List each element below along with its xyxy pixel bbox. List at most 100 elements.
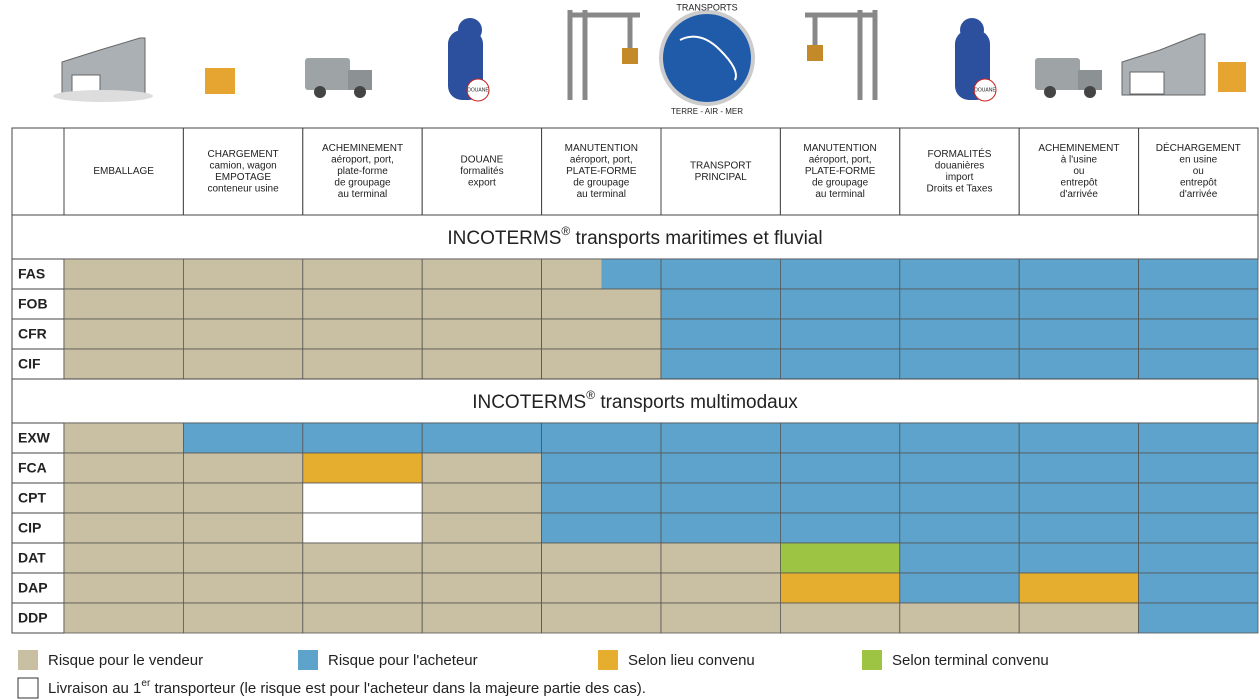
risk-cell [302,423,423,453]
legend-swatch [598,650,618,670]
risk-cell [1138,259,1258,289]
risk-cell [422,259,542,289]
risk-cell [541,453,661,483]
risk-cell [661,319,781,349]
header-text: EMPOTAGE [215,172,271,183]
risk-cell [541,603,661,633]
legend-label: Livraison au 1er transporteur (le risque… [48,678,646,697]
text-part: transports maritimes et fluvial [570,228,822,249]
header-cell [541,127,662,216]
risk-cell [899,319,1020,349]
risk-cell [541,349,661,379]
risk-cell [1019,543,1139,573]
header-text: aéroport, port, [570,155,633,166]
header-text: ACHEMINEMENT [1038,143,1119,154]
row-code: CFR [18,326,47,342]
risk-cell [780,603,900,633]
risk-cell [899,423,1020,453]
header-text: camion, wagon [209,160,276,171]
risk-cell [780,349,900,379]
customs-officer-icon: DOUANE [955,18,997,102]
header-text: TRANSPORT [690,160,752,171]
risk-cell [541,543,661,573]
risk-cell [780,483,900,513]
risk-cell [899,603,1020,633]
risk-cell [1019,603,1139,633]
row-code: DAP [18,580,48,596]
risk-cell [899,513,1020,543]
risk-cell [661,289,781,319]
header-text: aéroport, port, [331,155,394,166]
risk-cell [541,423,661,453]
risk-cell [541,259,602,289]
risk-cell [1019,483,1139,513]
text-part: ® [586,388,595,402]
globe-icon: TRANSPORTS TERRE - AIR - MER [659,2,755,116]
text-part: Selon lieu convenu [628,652,755,669]
risk-cell [1138,453,1258,483]
risk-cell [422,483,542,513]
risk-cell [1138,573,1258,603]
icons: DOUANE TRANSPORTS TERRE - AIR - MER DOUA… [53,2,1246,116]
customs-officer-icon: DOUANE [448,18,490,102]
row-code: DDP [18,610,48,626]
risk-cell [541,319,661,349]
risk-cell [780,543,900,573]
risk-cell [541,573,661,603]
header-text: PLATE-FORME [566,166,637,177]
row-code: CPT [18,490,46,506]
risk-cell [661,349,781,379]
risk-cell [183,453,303,483]
row-code: DAT [18,550,46,566]
risk-cell [183,349,303,379]
text-part: INCOTERMS [447,228,561,249]
text-part: ® [561,224,570,238]
code-cell [11,542,65,574]
header-code-cell [11,127,65,216]
legend-label: Risque pour l'acheteur [328,652,478,669]
customs-label: DOUANE [467,87,489,93]
risk-cell [899,543,1020,573]
legend-label: Selon lieu convenu [628,652,755,669]
header-text: de groupage [334,178,391,189]
header-text: au terminal [815,189,864,200]
risk-cell [422,603,542,633]
risk-cell [899,289,1020,319]
risk-cell [1138,349,1258,379]
header-text: import [946,172,974,183]
risk-cell [1138,319,1258,349]
header-text: PLATE-FORME [805,166,876,177]
truck-icon [305,58,372,98]
risk-cell [422,349,542,379]
legend-swatch [862,650,882,670]
box-icon [205,68,235,94]
risk-cell [1019,453,1139,483]
risk-cell [899,573,1020,603]
code-cell [11,602,65,634]
header-text: de groupage [573,178,630,189]
risk-cell [302,573,423,603]
risk-cell [780,319,900,349]
header-text: DOUANE [461,155,504,166]
customs-label: DOUANE [974,87,996,93]
header-text: FORMALITÉS [928,147,992,160]
row-code: FOB [18,296,48,312]
header-text: export [468,178,496,189]
risk-cell [422,453,542,483]
legend-swatch [17,677,39,699]
risk-cell [64,513,184,543]
risk-cell [302,259,423,289]
header-text: à l'usine [1061,155,1098,166]
risk-cell [899,453,1020,483]
header-text: entrepôt [1180,178,1217,189]
crane-icon [805,10,878,100]
header-text: ou [1193,166,1204,177]
risk-cell [780,289,900,319]
header-cell [302,127,423,216]
risk-cell [899,349,1020,379]
header-text: ou [1073,166,1084,177]
header-cell [660,127,781,216]
risk-cell [64,319,184,349]
